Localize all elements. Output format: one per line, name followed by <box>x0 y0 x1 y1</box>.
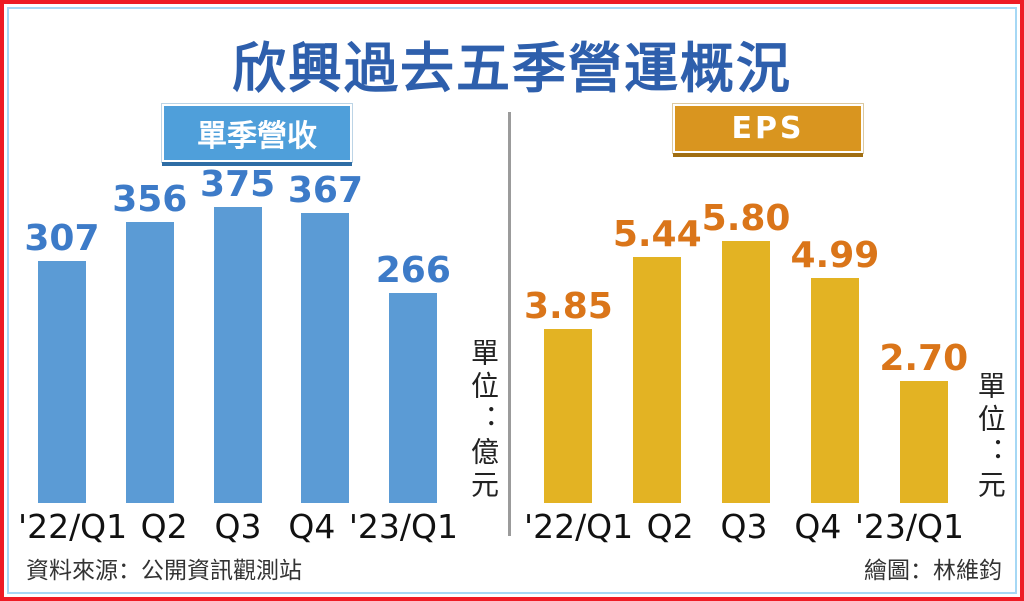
bar-column: 2.70 <box>879 163 968 503</box>
illustrator-credit: 繪圖：林維鈞 <box>864 558 1002 584</box>
bar <box>633 257 682 503</box>
bar-value-label: 4.99 <box>790 235 880 277</box>
eps-chart-panel: EPS 3.85 5.44 5.80 4.99 2.70 單位：元 '22/Q1 Q2 Q3… <box>522 100 1014 546</box>
eps-x-axis-labels: '22/Q1 Q2 Q3 Q4 '23/Q1 <box>524 507 964 546</box>
x-axis-label: Q3 <box>214 507 262 546</box>
bar-column: 356 <box>106 163 194 503</box>
revenue-chart-zone: 307 356 375 367 266 單位：億元 <box>16 163 500 503</box>
bar <box>37 261 86 503</box>
bar <box>213 207 262 503</box>
bar-value-label: 5.44 <box>612 214 702 256</box>
bar-value-label: 266 <box>375 250 451 292</box>
eps-unit-label: 單位：元 <box>973 371 1007 503</box>
x-axis-label: Q2 <box>646 507 694 546</box>
x-axis-label: '23/Q1 <box>348 507 458 546</box>
bar <box>722 241 771 503</box>
x-axis-label: Q4 <box>288 507 336 546</box>
bar <box>899 381 948 503</box>
bar <box>544 329 593 503</box>
eps-bars: 3.85 5.44 5.80 4.99 2.70 <box>524 163 968 503</box>
bar-column: 307 <box>18 163 106 503</box>
bar-column: 5.44 <box>613 163 702 503</box>
revenue-chart-panel: 單季營收 307 356 375 367 266 單位：億元 '22/Q1 Q2 Q3 Q4 '… <box>16 100 500 546</box>
bar-column: 5.80 <box>701 163 791 503</box>
x-axis-label: '23/Q1 <box>854 507 964 546</box>
bar-value-label: 307 <box>24 218 100 260</box>
x-axis-label: Q3 <box>720 507 768 546</box>
x-axis-label: Q4 <box>794 507 842 546</box>
bar-value-label: 5.80 <box>701 198 791 240</box>
page-title: 欣興過去五季營運概況 <box>232 37 792 100</box>
x-axis-label: '22/Q1 <box>524 507 634 546</box>
data-source-note: 資料來源：公開資訊觀測站 <box>26 558 302 584</box>
bar <box>389 293 438 503</box>
bar <box>125 222 174 503</box>
eps-chart-zone: 3.85 5.44 5.80 4.99 2.70 單位：元 <box>522 163 1014 503</box>
revenue-unit-label: 單位：億元 <box>467 338 500 503</box>
revenue-badge-row: 單季營收 <box>16 104 498 162</box>
eps-chart-badge: EPS <box>673 104 863 153</box>
bar-column: 375 <box>194 163 282 503</box>
eps-badge-row: EPS <box>522 104 1014 153</box>
bar-column: 367 <box>282 163 370 503</box>
bar-column: 4.99 <box>790 163 879 503</box>
x-axis-label: '22/Q1 <box>18 507 128 546</box>
bar-value-label: 375 <box>200 164 276 206</box>
bar <box>810 278 859 503</box>
revenue-chart-badge: 單季營收 <box>162 104 352 162</box>
bar-value-label: 2.70 <box>879 338 969 380</box>
bar-column: 266 <box>369 163 457 503</box>
bar <box>301 213 350 503</box>
bar-value-label: 367 <box>287 170 364 212</box>
revenue-bars: 307 356 375 367 266 <box>18 163 457 503</box>
bar-value-label: 3.85 <box>524 286 613 328</box>
panel-divider <box>508 112 511 536</box>
x-axis-label: Q2 <box>140 507 188 546</box>
revenue-x-axis-labels: '22/Q1 Q2 Q3 Q4 '23/Q1 <box>18 507 458 546</box>
bar-column: 3.85 <box>524 163 613 503</box>
bar-value-label: 356 <box>112 179 188 221</box>
